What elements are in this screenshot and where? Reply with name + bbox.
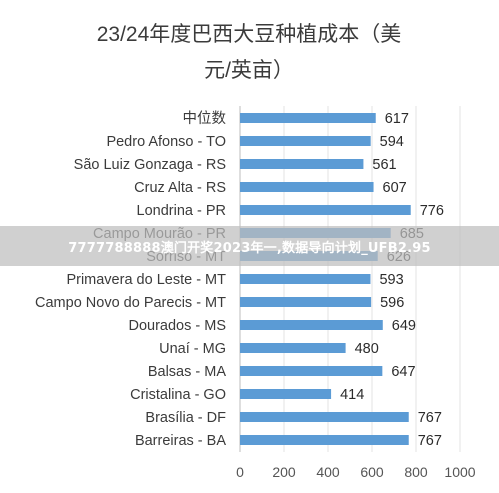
x-tick-label: 600 bbox=[360, 464, 384, 480]
category-label: Primavera do Leste - MT bbox=[66, 272, 226, 288]
value-label: 594 bbox=[380, 134, 404, 150]
x-tick-label: 0 bbox=[236, 464, 244, 480]
category-label: Balsas - MA bbox=[148, 364, 226, 380]
value-label: 776 bbox=[420, 203, 444, 219]
x-tick-label: 200 bbox=[272, 464, 296, 480]
category-label: Barreiras - BA bbox=[135, 433, 226, 449]
value-label: 607 bbox=[383, 180, 407, 196]
bar bbox=[240, 389, 332, 399]
category-label: Unaí - MG bbox=[159, 341, 226, 357]
value-label: 561 bbox=[372, 157, 396, 173]
bar bbox=[240, 412, 409, 422]
chart-title-line-1: 23/24年度巴西大豆种植成本（美 bbox=[97, 23, 402, 46]
bar bbox=[240, 366, 383, 376]
x-tick-label: 1000 bbox=[444, 464, 475, 480]
bar bbox=[240, 274, 371, 284]
watermark-banner-text: 7777788888澳门开奖2023年一,数据导向计划_UFB2.95 bbox=[68, 240, 431, 256]
category-label: São Luiz Gonzaga - RS bbox=[74, 157, 226, 173]
bar bbox=[240, 205, 411, 215]
category-label: 中位数 bbox=[183, 110, 227, 127]
x-axis-ticks: 0 200 400 600 800 1000 bbox=[236, 464, 476, 480]
category-label: Brasília - DF bbox=[145, 410, 226, 426]
category-label: Cristalina - GO bbox=[130, 387, 226, 403]
value-label: 593 bbox=[379, 272, 403, 288]
value-label: 617 bbox=[385, 111, 409, 127]
bar bbox=[240, 297, 372, 307]
value-label: 767 bbox=[418, 410, 442, 426]
bar bbox=[240, 343, 346, 353]
category-label: Campo Novo do Parecis - MT bbox=[35, 295, 226, 311]
value-label: 480 bbox=[355, 341, 379, 357]
bar bbox=[240, 159, 364, 169]
category-label: Cruz Alta - RS bbox=[134, 180, 226, 196]
chart-title-line-2: 元/英亩） bbox=[204, 59, 294, 82]
value-label: 596 bbox=[380, 295, 404, 311]
bar bbox=[240, 113, 376, 123]
bar bbox=[240, 136, 371, 146]
bar bbox=[240, 320, 383, 330]
value-label: 414 bbox=[340, 387, 364, 403]
category-labels: 中位数 Pedro Afonso - TO São Luiz Gonzaga - R… bbox=[35, 110, 226, 449]
bar bbox=[240, 182, 374, 192]
x-tick-label: 800 bbox=[404, 464, 428, 480]
category-label: Pedro Afonso - TO bbox=[106, 134, 226, 150]
x-tick-label: 400 bbox=[316, 464, 340, 480]
bar bbox=[240, 435, 409, 445]
value-label: 647 bbox=[391, 364, 415, 380]
category-label: Londrina - PR bbox=[137, 203, 226, 219]
watermark-banner: 7777788888澳门开奖2023年一,数据导向计划_UFB2.95 bbox=[0, 226, 499, 266]
value-label: 767 bbox=[418, 433, 442, 449]
value-label: 649 bbox=[392, 318, 416, 334]
category-label: Dourados - MS bbox=[128, 318, 226, 334]
